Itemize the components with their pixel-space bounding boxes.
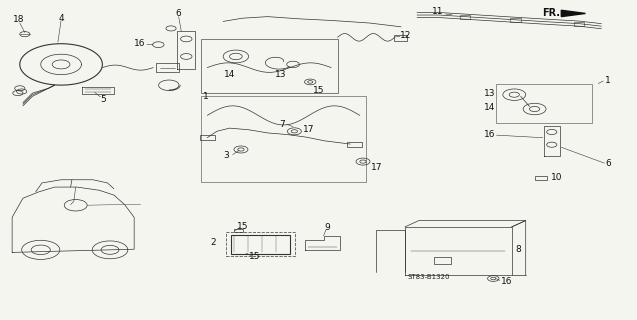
Text: 7: 7 bbox=[280, 120, 285, 129]
Bar bbox=[231, 235, 290, 254]
Bar bbox=[199, 135, 215, 140]
Bar bbox=[394, 35, 408, 41]
Text: 6: 6 bbox=[606, 159, 612, 168]
Text: 16: 16 bbox=[134, 39, 146, 48]
Bar bbox=[201, 96, 366, 182]
Text: 13: 13 bbox=[275, 70, 287, 79]
Text: 15: 15 bbox=[248, 252, 260, 261]
Text: 8: 8 bbox=[515, 245, 521, 254]
Text: 15: 15 bbox=[313, 86, 325, 95]
Text: 17: 17 bbox=[303, 124, 314, 133]
Bar bbox=[574, 22, 584, 26]
Text: 1: 1 bbox=[203, 92, 208, 101]
Text: 14: 14 bbox=[224, 70, 236, 79]
Bar bbox=[460, 15, 469, 19]
Text: 4: 4 bbox=[58, 14, 64, 23]
Bar bbox=[157, 63, 178, 72]
Text: 16: 16 bbox=[501, 276, 512, 285]
Polygon shape bbox=[561, 10, 585, 17]
Bar bbox=[234, 228, 243, 232]
Text: 6: 6 bbox=[176, 9, 182, 18]
Bar bbox=[534, 176, 547, 180]
Bar bbox=[201, 39, 338, 93]
Text: 1: 1 bbox=[605, 76, 610, 85]
Text: 10: 10 bbox=[550, 173, 562, 182]
Text: ST83-B1320: ST83-B1320 bbox=[407, 274, 450, 280]
Text: 13: 13 bbox=[483, 89, 495, 98]
Text: FR.: FR. bbox=[542, 8, 560, 19]
Text: 3: 3 bbox=[224, 151, 229, 160]
Text: 15: 15 bbox=[237, 222, 248, 231]
Text: 14: 14 bbox=[484, 103, 495, 112]
Bar bbox=[496, 84, 592, 123]
Bar bbox=[434, 257, 452, 264]
Text: 17: 17 bbox=[371, 164, 382, 172]
Text: 12: 12 bbox=[400, 31, 412, 40]
Bar bbox=[226, 232, 295, 256]
Text: 2: 2 bbox=[210, 238, 215, 247]
Text: 5: 5 bbox=[101, 95, 106, 104]
Bar bbox=[347, 142, 362, 147]
Text: 18: 18 bbox=[13, 15, 25, 24]
Text: 9: 9 bbox=[325, 223, 331, 232]
Text: 16: 16 bbox=[483, 130, 495, 139]
Bar bbox=[510, 18, 520, 22]
Text: 11: 11 bbox=[433, 7, 444, 16]
